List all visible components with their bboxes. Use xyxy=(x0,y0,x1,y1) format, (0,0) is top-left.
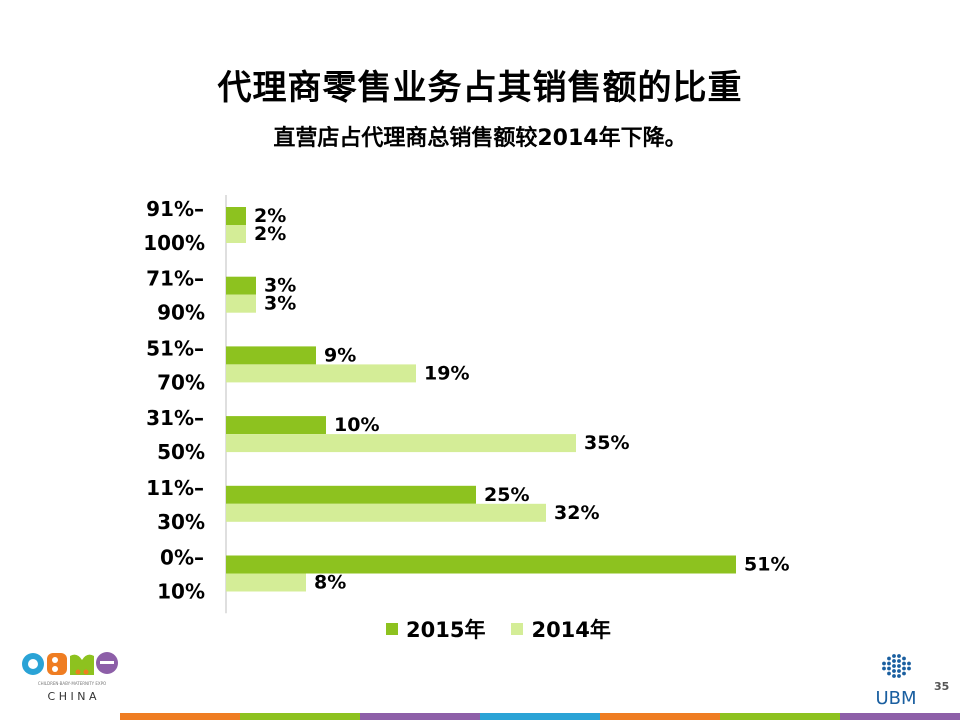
legend-item-2015: 2015年 xyxy=(386,614,485,644)
bar-2014年 xyxy=(226,294,256,313)
bar-2014年 xyxy=(226,573,306,592)
data-label: 3% xyxy=(264,275,296,297)
footer-color-segment xyxy=(720,713,840,720)
footer-color-segment xyxy=(480,713,600,720)
data-label: 35% xyxy=(584,432,629,454)
bar-2015年 xyxy=(226,416,326,435)
category-label: 31%– xyxy=(146,406,204,430)
ubm-dot xyxy=(897,674,901,678)
legend-item-2014: 2014年 xyxy=(511,614,611,644)
ubm-dot xyxy=(897,659,901,663)
data-label: 9% xyxy=(324,344,356,366)
bars xyxy=(226,207,736,592)
ubm-dot xyxy=(892,669,896,673)
bar-2014年 xyxy=(226,225,246,243)
ubm-dot xyxy=(882,661,886,666)
category-label: 90% xyxy=(157,301,205,325)
slide-subtitle: 直营店占代理商总销售额较2014年下降。 xyxy=(273,126,687,151)
data-label: 8% xyxy=(314,572,346,594)
data-label: 51% xyxy=(744,554,789,576)
data-label: 2% xyxy=(254,205,286,227)
ubm-dot xyxy=(907,666,911,671)
ubm-dot xyxy=(887,666,891,671)
value-labels: 2%2% 3%3% 9% 19% 10% 35% 25% 32% 51% 8% xyxy=(254,205,789,594)
bar-2015年 xyxy=(226,555,736,574)
ubm-dot xyxy=(892,674,896,678)
category-labels: 91%– 100% 71%– 90% 51%– 70% 31%– 50% 11%– 30% 0%– 1… xyxy=(143,197,205,604)
data-label: 3% xyxy=(264,293,296,315)
cbme-logo: CHILDREN·BABY·MATERNITY EXPO C H I N A xyxy=(22,652,118,703)
data-label: 10% xyxy=(334,414,379,436)
cbme-tagline: CHILDREN·BABY·MATERNITY EXPO xyxy=(38,681,106,686)
category-label: 91%– xyxy=(146,197,204,221)
ubm-dot xyxy=(882,666,886,671)
bar-2015年 xyxy=(226,485,476,504)
page-number: 35 xyxy=(934,680,950,693)
footer-color-segment xyxy=(120,713,240,720)
ubm-dot xyxy=(892,654,896,658)
ubm-dot xyxy=(902,656,906,661)
footer-color-segment xyxy=(240,713,360,720)
data-label: 32% xyxy=(554,502,599,524)
ubm-dot xyxy=(897,664,901,668)
cbme-china: C H I N A xyxy=(48,690,97,703)
ubm-dot xyxy=(892,659,896,663)
footer-color-segment xyxy=(360,713,480,720)
data-label: 19% xyxy=(424,362,469,384)
ubm-dot xyxy=(887,661,891,666)
ubm-dot xyxy=(897,654,901,658)
ubm-dot xyxy=(887,656,891,661)
footer-color-segment xyxy=(600,713,720,720)
bar-2014年 xyxy=(226,434,576,453)
category-label: 0%– xyxy=(160,546,204,570)
ubm-text: UBM xyxy=(875,688,916,708)
bar-2014年 xyxy=(226,503,546,522)
ubm-dot xyxy=(887,671,891,676)
category-label: 50% xyxy=(157,440,205,464)
bar-2015年 xyxy=(226,346,316,365)
bar-2014年 xyxy=(226,364,416,383)
footer-color-bar xyxy=(120,713,960,720)
ubm-dot xyxy=(902,666,906,671)
legend-label-2014: 2014年 xyxy=(531,618,611,642)
ubm-dot xyxy=(897,669,901,673)
category-label: 71%– xyxy=(146,267,204,291)
data-label: 25% xyxy=(484,484,529,506)
category-label: 100% xyxy=(143,231,205,255)
bar-2015年 xyxy=(226,207,246,225)
legend-swatch-2015 xyxy=(386,623,398,635)
legend: 2015年 2014年 xyxy=(386,614,611,644)
slide-title: 代理商零售业务占其销售额的比重 xyxy=(217,68,743,108)
bar-2015年 xyxy=(226,276,256,295)
category-label: 51%– xyxy=(146,336,204,360)
ubm-logo: UBM xyxy=(875,654,917,708)
category-label: 11%– xyxy=(146,476,204,500)
legend-label-2015: 2015年 xyxy=(406,618,486,642)
category-label: 70% xyxy=(157,370,205,394)
legend-swatch-2014 xyxy=(511,623,524,635)
ubm-dot xyxy=(907,661,911,666)
ubm-dots-icon xyxy=(882,654,911,678)
category-label: 10% xyxy=(157,580,205,604)
ubm-dot xyxy=(902,661,906,666)
data-label: 2% xyxy=(254,223,286,245)
ubm-dot xyxy=(902,671,906,676)
footer-color-segment xyxy=(840,713,960,720)
ubm-dot xyxy=(892,664,896,668)
category-label: 30% xyxy=(157,510,205,534)
